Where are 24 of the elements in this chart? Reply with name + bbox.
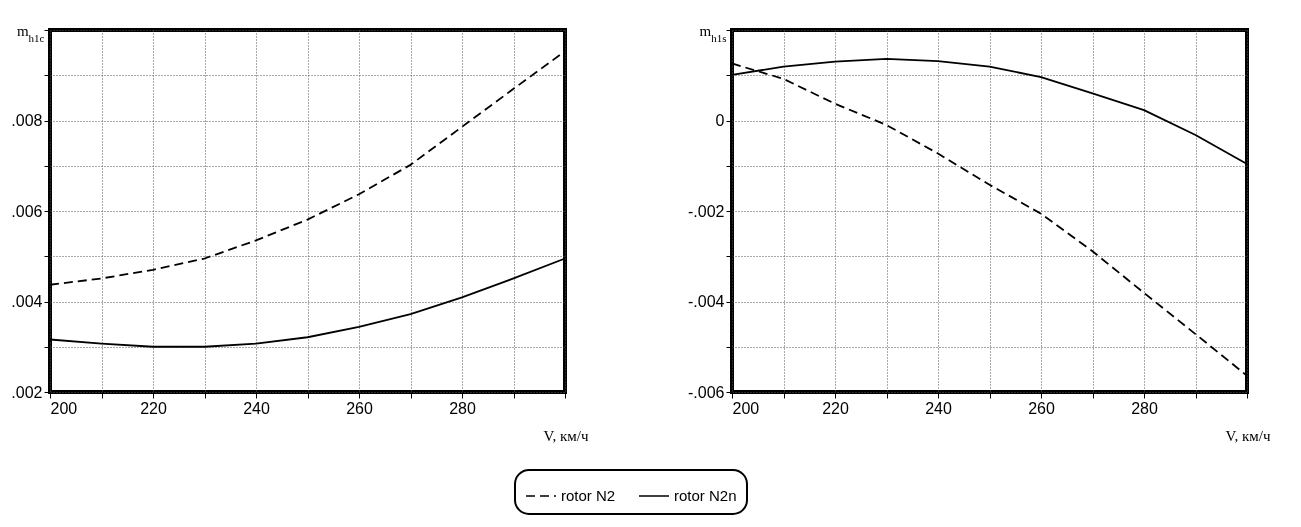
y-tick-label: .004 — [11, 293, 43, 310]
y-tick-label: .002 — [11, 383, 43, 401]
y-tick-label: 0 — [715, 112, 725, 129]
x-axis-title: V, км/ч — [543, 427, 589, 444]
x-tick-label: 280 — [1131, 399, 1158, 417]
legend-label: rotor N2n — [674, 487, 737, 504]
y-tick-label: -.002 — [688, 202, 725, 220]
x-tick-label: 240 — [925, 399, 952, 417]
y-axis-title: m$_{h1c}$ — [16, 22, 45, 44]
y-tick-label: .008 — [11, 112, 43, 129]
x-axis-title: V, км/ч — [1225, 427, 1271, 444]
x-tick-label: 280 — [449, 399, 476, 417]
x-tick-label: 260 — [346, 399, 373, 417]
y-tick-label: .006 — [11, 202, 43, 220]
x-tick-label: 240 — [243, 399, 270, 417]
x-tick-label: 200 — [732, 399, 760, 417]
y-axis-title: m$_{h1s}$ — [699, 22, 727, 44]
x-tick-label: 260 — [1028, 399, 1055, 417]
legend-label: rotor N2 — [561, 487, 616, 504]
x-tick-label: 220 — [822, 399, 849, 417]
x-tick-label: 220 — [140, 399, 167, 417]
y-tick-label: -.006 — [688, 383, 725, 401]
x-tick-label: 200 — [50, 399, 78, 417]
y-tick-label: -.004 — [688, 293, 725, 310]
